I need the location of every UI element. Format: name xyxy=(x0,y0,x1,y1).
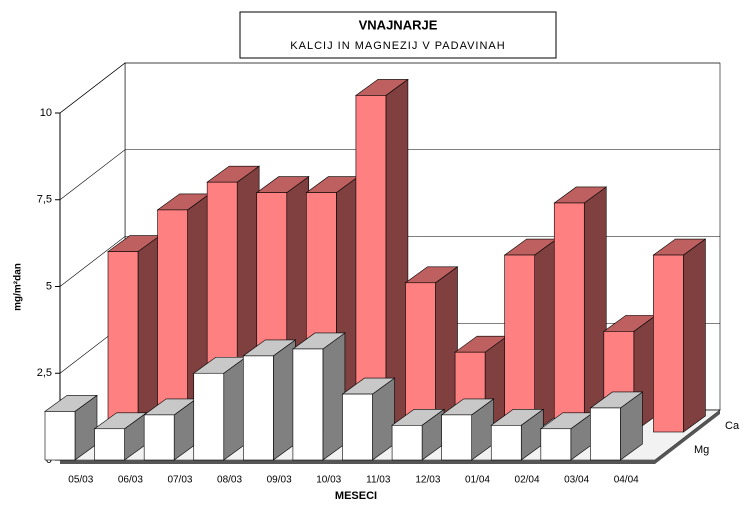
x-tick-label: 09/03 xyxy=(267,475,292,486)
chart-title: VNAJNARJE xyxy=(359,17,438,32)
bar xyxy=(342,393,373,461)
bar xyxy=(441,414,472,461)
bar xyxy=(107,251,139,433)
bar xyxy=(157,209,188,433)
bar xyxy=(193,372,225,461)
x-tick-label: 10/03 xyxy=(316,475,341,486)
bar xyxy=(405,282,436,433)
y-tick-label: 2,5 xyxy=(37,367,52,379)
chart-subtitle: KALCIJ IN MAGNEZIJ V PADAVINAH xyxy=(290,40,505,52)
bar xyxy=(94,428,125,461)
grid-line xyxy=(59,62,720,114)
x-tick-label: 05/03 xyxy=(68,475,93,486)
x-tick-label: 03/04 xyxy=(564,475,589,486)
bar xyxy=(553,202,585,433)
bar xyxy=(243,355,274,461)
y-tick-label: 5 xyxy=(46,280,52,292)
bar xyxy=(590,407,621,461)
title-box xyxy=(239,11,557,59)
bar-side xyxy=(223,356,247,461)
x-tick-label: 07/03 xyxy=(167,475,192,486)
bar xyxy=(44,411,76,461)
y-tick-label: 10 xyxy=(40,107,52,119)
bar-side xyxy=(137,234,161,433)
bar xyxy=(653,254,684,433)
bar xyxy=(292,348,324,461)
bar-side xyxy=(322,332,346,461)
series-label: Ca xyxy=(725,420,740,432)
bar-side xyxy=(273,339,296,461)
bar-side xyxy=(534,238,557,433)
x-tick-label: 12/03 xyxy=(415,475,440,486)
bar-side xyxy=(583,186,607,433)
y-axis-label: mg/m²dan xyxy=(13,263,24,311)
bar xyxy=(391,424,423,461)
bar xyxy=(490,424,522,461)
x-axis-label: MESECI xyxy=(335,490,377,502)
x-tick-label: 04/04 xyxy=(614,475,639,486)
bar-side xyxy=(683,238,706,433)
x-tick-label: 08/03 xyxy=(217,475,242,486)
bar xyxy=(504,254,535,433)
series-label: Mg xyxy=(694,444,709,456)
bar xyxy=(355,95,387,433)
x-tick-label: 11/03 xyxy=(366,475,391,486)
x-tick-label: 01/04 xyxy=(465,475,490,486)
x-tick-label: 02/04 xyxy=(515,475,540,486)
grid-line xyxy=(59,149,720,200)
grid-line xyxy=(59,236,720,287)
x-tick-label: 06/03 xyxy=(118,475,143,486)
bar xyxy=(540,428,572,461)
y-tick-label: 7,5 xyxy=(37,194,52,206)
bar xyxy=(143,414,175,461)
